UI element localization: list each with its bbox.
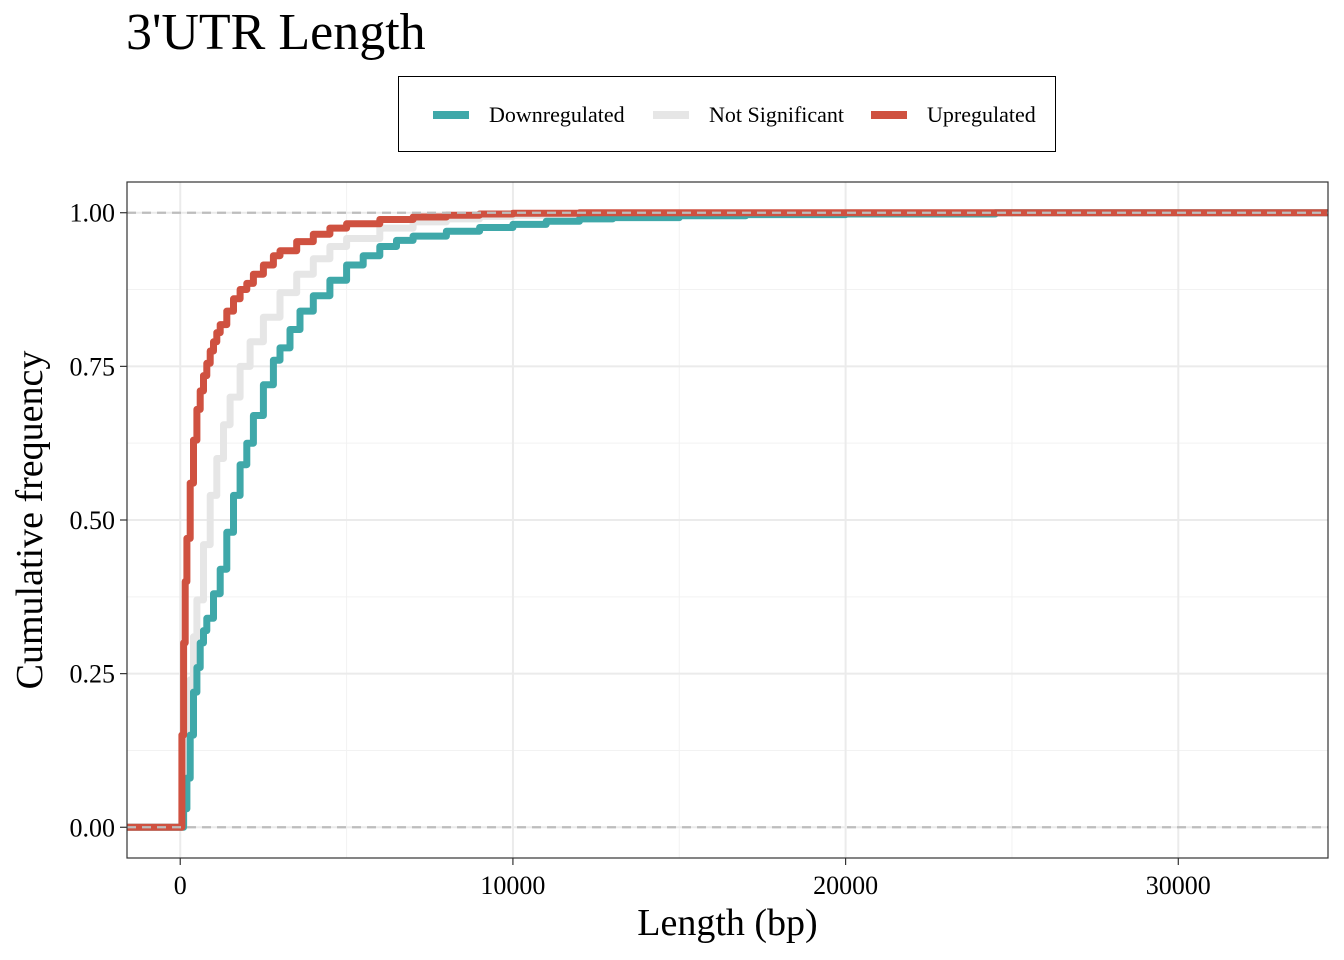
y-tick-label: 1.00: [70, 199, 116, 228]
x-axis-title: Length (bp): [637, 902, 817, 944]
x-tick-label: 30000: [1146, 871, 1211, 900]
legend-item-not-significant: Not Significant: [653, 77, 844, 153]
y-tick-label: 0.00: [70, 813, 116, 842]
series-line-downregulated: [127, 209, 1328, 831]
chart-title: 3'UTR Length: [126, 4, 426, 61]
plot-panel-border: [126, 181, 1329, 859]
legend-item-downregulated: Downregulated: [433, 77, 625, 153]
x-tick-label: 0: [174, 871, 187, 900]
legend-key-not-significant: [653, 111, 689, 119]
y-axis-title: Cumulative frequency: [9, 351, 51, 690]
legend: Downregulated Not Significant Upregulate…: [398, 76, 1056, 152]
legend-item-upregulated: Upregulated: [871, 77, 1036, 153]
y-tick-label: 0.75: [70, 352, 116, 381]
legend-key-upregulated: [871, 111, 907, 119]
x-tick-label: 20000: [813, 871, 878, 900]
y-tick-label: 0.50: [70, 506, 116, 535]
x-tick-label: 10000: [480, 871, 545, 900]
legend-key-downregulated: [433, 111, 469, 119]
legend-label-downregulated: Downregulated: [489, 102, 625, 127]
y-tick-label: 0.25: [70, 660, 116, 689]
series-line-upregulated: [127, 209, 1328, 831]
legend-label-upregulated: Upregulated: [927, 102, 1036, 127]
legend-label-not-significant: Not Significant: [709, 102, 845, 127]
